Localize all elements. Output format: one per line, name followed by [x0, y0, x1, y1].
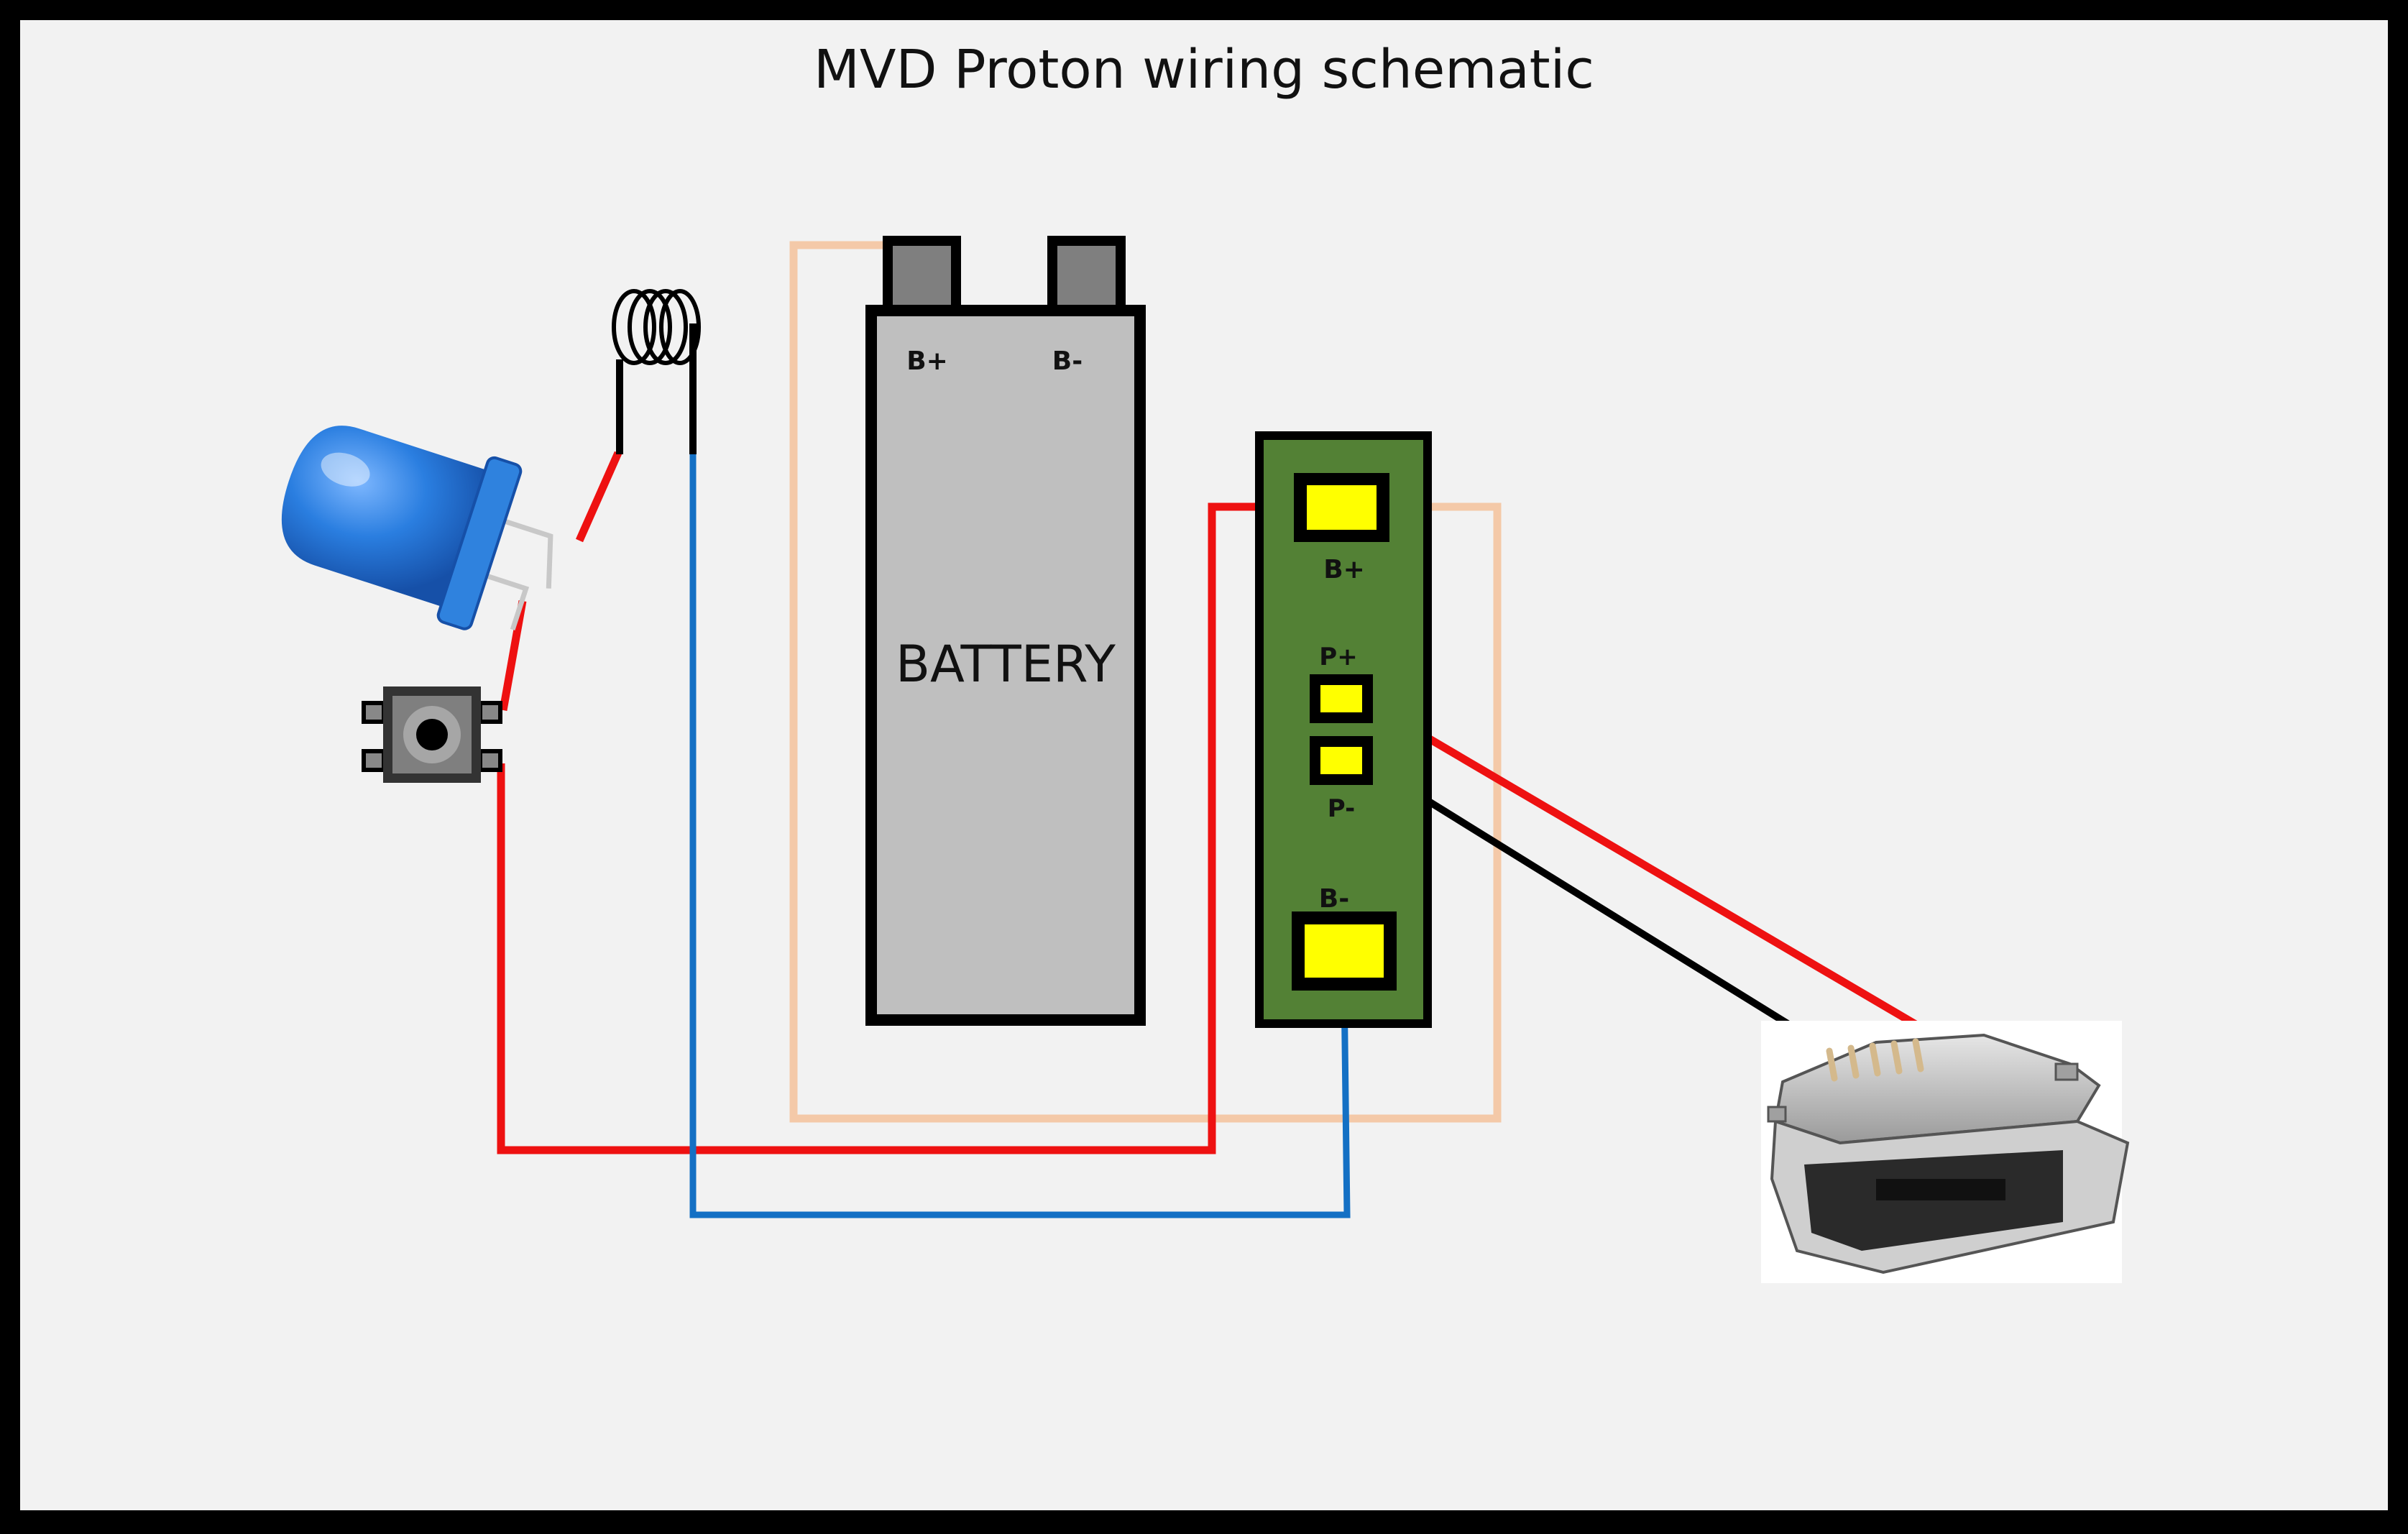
red-wire-led-to-coil — [575, 451, 622, 543]
battery-label: BATTERY — [896, 635, 1116, 694]
board-label-b-plus: B+ — [1323, 555, 1365, 584]
red-wire-led-to-switch — [499, 600, 527, 711]
micro-usb-connector-icon — [1761, 1021, 2130, 1283]
page-title: MVD Proton wiring schematic — [814, 39, 1594, 101]
led-icon — [281, 426, 553, 631]
battery-body — [865, 305, 1146, 1026]
push-button-icon — [362, 686, 502, 783]
battery-negative-label: B- — [1052, 346, 1083, 376]
board-label-p-minus: P- — [1328, 794, 1355, 823]
battery: B+ B- BATTERY — [865, 236, 1146, 1026]
board-label-p-plus: P+ — [1319, 643, 1357, 671]
board-label-b-minus: B- — [1319, 884, 1349, 914]
black-wire-usb-negative — [1372, 764, 1832, 1053]
red-wire-usb-positive — [1365, 699, 1918, 1028]
charger-board: B+ P+ P- B- — [1255, 431, 1432, 1028]
battery-negative-tab — [1047, 236, 1126, 318]
blue-wire-coil-to-board — [689, 454, 1351, 1218]
peach-wire — [789, 241, 1502, 1123]
red-wire-switch-to-board — [497, 502, 1294, 1154]
coil-icon — [612, 289, 701, 454]
battery-positive-label: B+ — [906, 346, 948, 376]
battery-positive-tab — [883, 236, 961, 318]
